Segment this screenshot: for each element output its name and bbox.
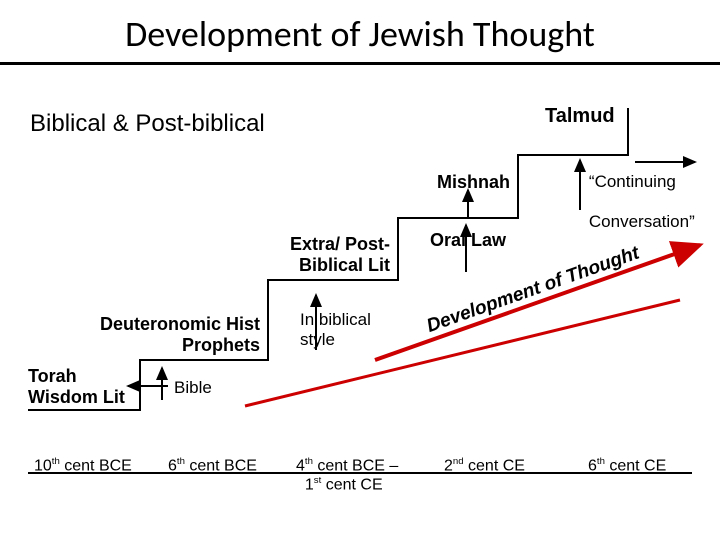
arrows-up — [162, 160, 580, 400]
step-deut: Deuteronomic HistProphets — [100, 314, 260, 356]
title-underline — [0, 62, 720, 65]
timeline-t2c: 2nd cent CE — [444, 456, 525, 475]
diagram-stage: Development of Jewish Thought Biblical &… — [0, 0, 720, 540]
note-bible: Bible — [174, 378, 212, 398]
continuing-conversation: “Continuing Conversation” — [570, 152, 695, 252]
step-mishnah: Mishnah — [437, 172, 510, 193]
continuing-line2: Conversation” — [589, 212, 695, 231]
step-torah: TorahWisdom Lit — [28, 366, 125, 408]
timeline-t6c: 6th cent CE — [588, 456, 666, 475]
timeline-t41: 4th cent BCE – 1st cent CE — [296, 456, 398, 495]
timeline-t6b: 6th cent BCE — [168, 456, 257, 475]
header-right: Talmud — [545, 105, 615, 128]
note-inbib: In biblicalstyle — [300, 310, 371, 350]
continuing-line1: “Continuing — [589, 172, 676, 191]
step-orallaw: Oral Law — [430, 230, 506, 251]
step-extra: Extra/ Post-Biblical Lit — [290, 234, 390, 276]
timeline-t10: 10th cent BCE — [34, 456, 132, 475]
header-left: Biblical & Post-biblical — [30, 110, 265, 138]
page-title: Development of Jewish Thought — [0, 12, 720, 56]
svg-text:Development of Thought: Development of Thought — [424, 242, 643, 337]
